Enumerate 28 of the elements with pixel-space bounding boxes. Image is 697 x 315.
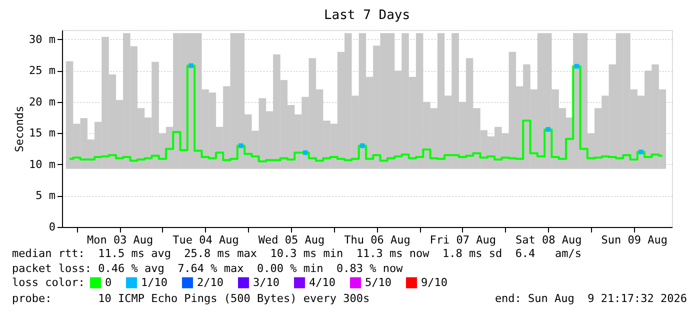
x-tick-label: Sun 09 Aug [601, 234, 668, 246]
y-tick-label: 10 m [29, 158, 56, 171]
legend-label: 5/10 [365, 276, 392, 289]
chart-title: Last 7 Days [324, 8, 410, 23]
y-axis-title: Seconds [13, 106, 26, 152]
legend-title: loss color: [12, 276, 85, 289]
y-tick-label: 20 m [29, 95, 56, 108]
y-tick-label: 30 m [29, 32, 56, 46]
text: end: Sun Aug 9 21:17:32 2026 [494, 292, 687, 305]
x-tick-label: Sat 08 Aug [516, 234, 582, 246]
legend-label: 0 [105, 276, 112, 289]
legend-label: 2/10 [197, 276, 224, 289]
y-tick-label: 0 [48, 220, 56, 234]
legend-label: 4/10 [309, 276, 336, 289]
text: median rtt: 11.5 ms avg 25.8 ms max 10.3 ms min 11.3 ms now 1.8 ms sd 6.4 am/s [12, 247, 582, 260]
y-tick-label: 5 m [36, 189, 56, 202]
y-tick-label: 25 m [29, 64, 56, 78]
x-tick-label: Thu 06 Aug [344, 234, 410, 246]
x-tick-label: Tue 04 Aug [172, 234, 239, 246]
text: packet loss: 0.46 % avg 7.64 % max 0.00 % min 0.83 % now [12, 262, 404, 275]
legend-label: 1/10 [141, 276, 168, 289]
x-tick-label: Fri 07 Aug [430, 234, 496, 246]
y-tick-label: 15 m [29, 126, 56, 140]
text: probe: 10 ICMP Echo Pings (500 Bytes) every 300s [12, 292, 370, 305]
legend-label: 3/10 [253, 276, 280, 289]
x-tick-label: Mon 03 Aug [86, 234, 154, 246]
legend-label: 9/10 [421, 276, 448, 289]
x-tick-label: Wed 05 Aug [258, 234, 325, 246]
